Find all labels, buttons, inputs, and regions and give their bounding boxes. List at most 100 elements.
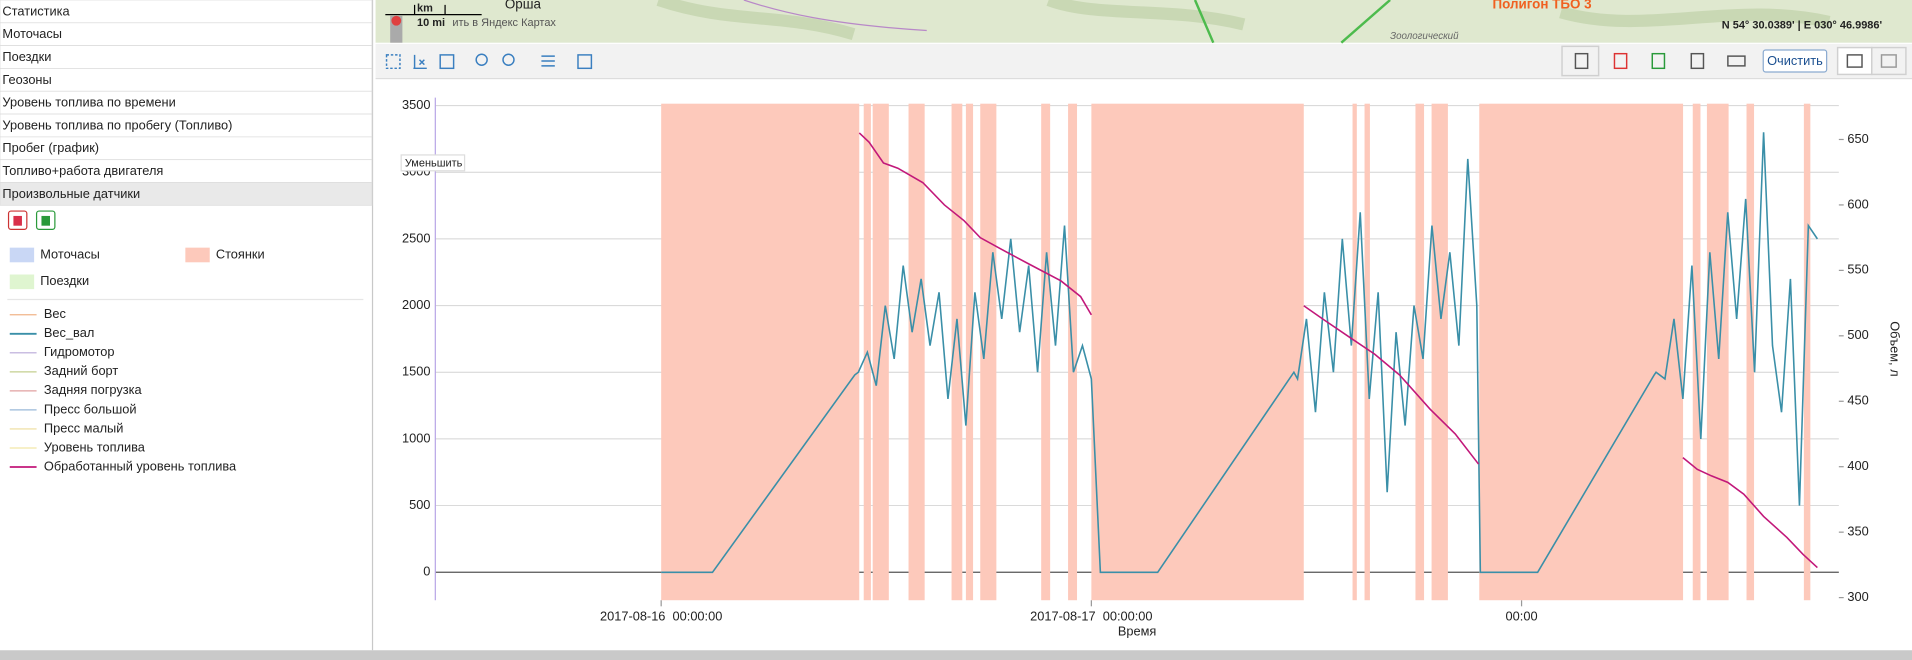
stop-band: [1479, 103, 1684, 601]
y2-tick-label: 550: [1847, 262, 1868, 277]
map-link[interactable]: ить в Яндекс Картах: [452, 17, 556, 29]
tool-zoom-out[interactable]: [502, 53, 515, 66]
legend-label[interactable]: Стоянки: [216, 246, 265, 261]
legend-label[interactable]: Задняя погрузка: [44, 382, 143, 397]
stop-band: [908, 103, 925, 601]
icon-print[interactable]: [1727, 55, 1746, 67]
view-button[interactable]: [1836, 46, 1873, 76]
stop-band: [1091, 103, 1304, 601]
x-axis-label: Время: [1118, 623, 1157, 638]
legend-label[interactable]: Пресс малый: [44, 420, 123, 435]
y2-tick-label: 650: [1847, 131, 1868, 146]
y-tick-label: 2500: [402, 230, 430, 245]
legend-label[interactable]: Задний борт: [44, 363, 118, 378]
series-line: [661, 132, 1819, 574]
legend-label[interactable]: Гидромотор: [44, 344, 115, 359]
series-line: [858, 132, 1093, 316]
legend-label[interactable]: Моточасы: [40, 246, 100, 261]
legend-label[interactable]: Вес: [44, 306, 67, 321]
stop-band: [1352, 103, 1357, 601]
export-button[interactable]: [1561, 45, 1600, 77]
y2-tick-label: 500: [1847, 327, 1868, 342]
stop-bands: [661, 103, 1811, 601]
tool-zoom-in[interactable]: [475, 53, 488, 66]
stop-band: [1431, 103, 1448, 601]
menu-item[interactable]: [0, 68, 373, 92]
legend-label[interactable]: Вес_вал: [44, 325, 94, 340]
map-city: Орша: [505, 0, 542, 11]
tool-zoom-x[interactable]: [413, 54, 427, 70]
y-tick-label: 1500: [402, 364, 430, 379]
map-pin: [391, 15, 402, 26]
y2-tick-label: 300: [1847, 589, 1868, 604]
menu-item-label[interactable]: Моточасы: [2, 26, 62, 41]
map-coords: N 54° 30.0389' | E 030° 46.9986': [1722, 20, 1883, 32]
view-button[interactable]: [1871, 46, 1907, 76]
menu-item-label[interactable]: Пробег (график): [2, 140, 99, 155]
x-tick-label: 00:00: [1506, 609, 1538, 624]
x-tick-label: 2017-08-16 00:00:00: [600, 609, 722, 624]
icon-xls[interactable]: [1651, 52, 1666, 70]
status-bar: [0, 650, 1912, 660]
y-tick-label: 500: [409, 497, 430, 512]
map-scale-km: km: [417, 2, 433, 14]
menu-item-label[interactable]: Уровень топлива по времени: [2, 95, 175, 110]
clear-button[interactable]: [1762, 49, 1828, 73]
legend-swatch[interactable]: [9, 247, 35, 263]
menu-item[interactable]: [0, 45, 373, 69]
y2-tick-label: 400: [1847, 458, 1868, 473]
stop-band: [1803, 103, 1811, 601]
y-tick-label: 3500: [402, 97, 430, 112]
map-border: [743, 0, 927, 32]
clear-button-label[interactable]: Очистить: [1767, 53, 1823, 68]
menu-item-label[interactable]: Поездки: [2, 49, 51, 64]
tooltip: Уменьшить: [405, 157, 463, 169]
icon-split: [1880, 54, 1897, 68]
menu-item-label[interactable]: Топливо+работа двигателя: [2, 163, 163, 178]
stop-band: [661, 103, 860, 601]
legend-label[interactable]: Обработанный уровень топлива: [44, 458, 237, 473]
legend: Моточасы Стоянки Поездки Вес Вес_вал Гидромот…: [9, 246, 265, 473]
stop-band: [1415, 103, 1425, 601]
legend-label[interactable]: Уровень топлива: [44, 439, 146, 454]
tool-fit[interactable]: [439, 54, 455, 70]
stop-band: [1041, 103, 1051, 601]
stop-band: [965, 103, 974, 601]
y-tick-label: 1000: [402, 430, 430, 445]
tool-select[interactable]: [385, 54, 401, 70]
x-tick-label: 2017-08-17 00:00:00: [1030, 609, 1152, 624]
series-line: [1682, 456, 1818, 569]
tool-list[interactable]: [541, 55, 555, 67]
icon-pdf[interactable]: [1613, 52, 1628, 70]
tool-snapshot[interactable]: [577, 54, 593, 70]
legend-swatch[interactable]: [9, 274, 35, 290]
stop-band: [1746, 103, 1755, 601]
icon-map: [1846, 54, 1863, 68]
toolbar: [375, 43, 1912, 79]
y2-tick-label: 350: [1847, 524, 1868, 539]
y2-axis-label: Объем, л: [1887, 321, 1902, 376]
tooltip-box: [400, 154, 466, 172]
menu-item-label[interactable]: Геозоны: [2, 72, 51, 87]
legend-label[interactable]: Поездки: [40, 273, 89, 288]
y-tick-label: 2000: [402, 297, 430, 312]
icon: [41, 215, 50, 226]
menu-item-label[interactable]: Уровень топлива по пробегу (Топливо): [2, 117, 232, 132]
menu-item-label[interactable]: Статистика: [2, 3, 70, 18]
map-scale: [385, 4, 482, 16]
y-tick-label: 0: [423, 564, 430, 579]
chart: 0500100015002000250030003500300350400450…: [400, 97, 1902, 638]
map-forest: [656, 0, 1831, 41]
legend-label[interactable]: Пресс большой: [44, 401, 137, 416]
icon-file[interactable]: [1690, 52, 1705, 70]
map-scale-mi: 10 mi: [417, 17, 445, 29]
series-line: [1303, 305, 1480, 465]
legend-swatch[interactable]: [185, 247, 210, 263]
menu-item[interactable]: [0, 182, 373, 206]
icon-doc: [1574, 52, 1589, 70]
stop-band: [980, 103, 997, 601]
menu-item-label[interactable]: Произвольные датчики: [2, 186, 140, 201]
y2-tick-label: 600: [1847, 196, 1868, 211]
